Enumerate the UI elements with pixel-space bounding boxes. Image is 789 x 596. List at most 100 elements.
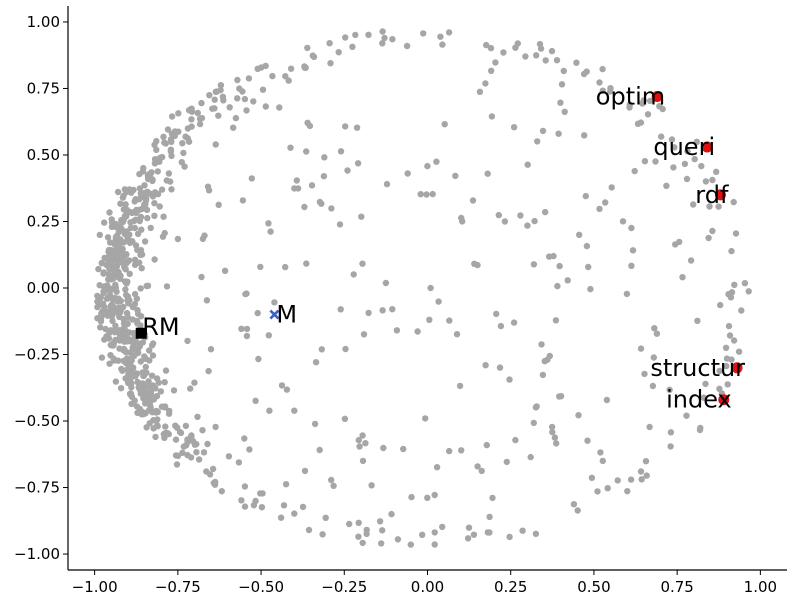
background-point xyxy=(215,112,222,119)
background-point xyxy=(607,85,614,92)
background-point xyxy=(130,186,137,194)
background-point xyxy=(671,144,678,151)
background-point xyxy=(308,182,316,189)
background-point xyxy=(336,221,344,228)
y-tick-label: 0.75 xyxy=(27,79,60,97)
background-point xyxy=(587,285,594,293)
background-point xyxy=(453,331,461,338)
background-point xyxy=(271,299,278,306)
background-point xyxy=(108,216,115,223)
background-point xyxy=(456,382,464,390)
background-point xyxy=(596,205,603,213)
background-point xyxy=(133,295,141,302)
background-point xyxy=(741,280,749,287)
background-point xyxy=(484,170,491,177)
y-tick-label: −0.50 xyxy=(14,412,60,430)
background-point xyxy=(252,497,259,505)
background-point xyxy=(379,28,386,35)
background-point xyxy=(191,441,199,448)
background-point xyxy=(693,138,700,145)
background-point xyxy=(265,220,272,227)
background-points xyxy=(94,28,752,548)
background-point xyxy=(282,481,290,488)
background-point xyxy=(146,347,153,354)
background-point xyxy=(254,309,261,317)
background-point xyxy=(537,45,545,52)
background-point xyxy=(524,222,531,229)
background-point xyxy=(101,283,108,290)
background-point xyxy=(283,386,291,393)
background-point xyxy=(105,335,113,342)
background-point xyxy=(112,378,120,385)
background-point xyxy=(122,211,130,218)
background-point xyxy=(109,275,117,282)
background-point xyxy=(538,341,545,348)
x-tick-label: 0.75 xyxy=(660,578,693,596)
background-point xyxy=(379,527,386,534)
background-point xyxy=(573,59,580,66)
background-point xyxy=(137,213,145,221)
background-point xyxy=(459,218,466,225)
background-point xyxy=(441,121,448,128)
background-point xyxy=(254,65,261,73)
background-point xyxy=(650,354,657,361)
background-point xyxy=(732,230,740,237)
background-point xyxy=(482,80,489,87)
background-point xyxy=(439,41,446,48)
x-tick-label: 0.50 xyxy=(577,578,610,596)
y-tick-label: 0.00 xyxy=(27,279,60,297)
word-point-optim xyxy=(651,90,663,102)
background-point xyxy=(230,124,237,131)
background-point xyxy=(128,400,135,408)
background-point xyxy=(142,355,149,362)
background-point xyxy=(185,138,193,145)
background-point xyxy=(106,209,113,216)
background-point xyxy=(379,40,386,47)
background-point xyxy=(198,273,205,281)
background-point xyxy=(282,73,289,80)
background-point xyxy=(388,510,395,518)
background-point xyxy=(365,309,372,317)
background-point xyxy=(584,437,591,444)
background-point xyxy=(716,367,723,375)
background-point xyxy=(417,191,424,198)
background-point xyxy=(287,65,295,72)
background-point xyxy=(257,490,264,497)
background-point xyxy=(426,316,433,323)
y-tick-label: 1.00 xyxy=(27,13,60,31)
background-point xyxy=(97,324,104,331)
background-point xyxy=(140,372,148,379)
word-label-optim: optim xyxy=(596,82,665,110)
background-point xyxy=(187,454,195,461)
background-point xyxy=(596,79,603,86)
background-point xyxy=(510,319,518,326)
background-point xyxy=(309,52,316,59)
background-point xyxy=(431,529,438,536)
background-point xyxy=(241,95,249,103)
background-point xyxy=(638,476,645,483)
background-point xyxy=(136,170,143,178)
background-point xyxy=(553,440,560,447)
background-point xyxy=(146,420,153,427)
background-point xyxy=(151,212,158,219)
background-point xyxy=(142,363,149,371)
background-point xyxy=(120,250,127,257)
background-point xyxy=(328,205,335,212)
background-point xyxy=(346,520,353,528)
background-point xyxy=(533,52,540,59)
x-tick-label: −0.75 xyxy=(155,578,201,596)
background-point xyxy=(403,42,411,50)
background-point xyxy=(420,30,427,37)
background-point xyxy=(172,436,180,443)
background-point xyxy=(142,410,149,417)
background-point xyxy=(684,148,691,155)
background-point xyxy=(195,456,203,463)
background-point xyxy=(209,105,216,112)
background-point xyxy=(355,533,362,540)
background-point xyxy=(576,231,583,238)
background-point xyxy=(116,345,123,352)
y-tick-label: 0.50 xyxy=(27,146,60,164)
background-point xyxy=(243,290,250,297)
background-point xyxy=(250,98,257,105)
background-point xyxy=(161,434,168,441)
